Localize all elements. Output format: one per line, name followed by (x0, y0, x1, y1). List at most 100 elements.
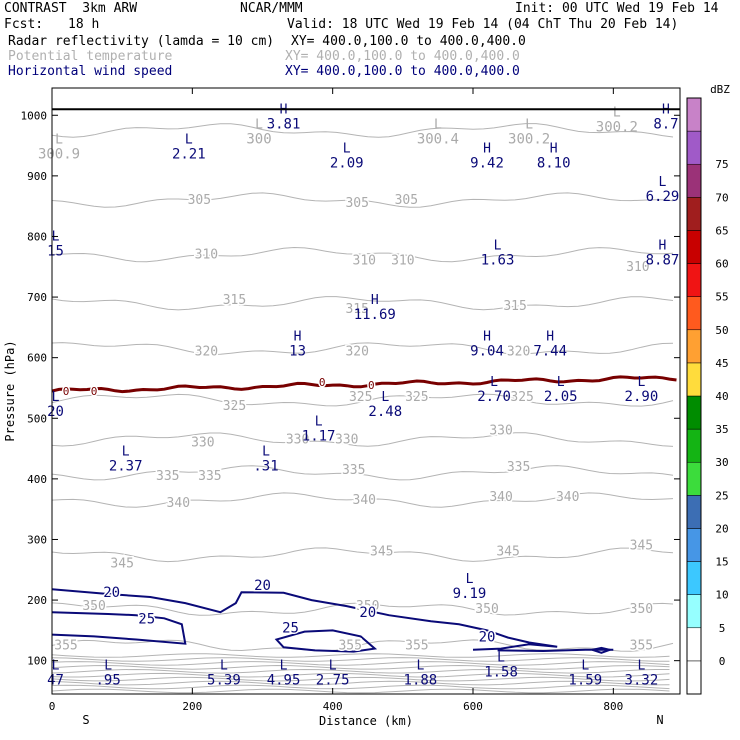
y-tick-label: 900 (27, 170, 47, 183)
colorbar-swatch (686, 428, 702, 463)
y-tick-label: 400 (27, 473, 47, 486)
theta-label: 340 (167, 496, 190, 511)
theta-line-upper (52, 684, 670, 690)
field-reflectivity-xy: XY= 400.0,100.0 to 400.0,400.0 (291, 34, 526, 49)
colorbar-swatch (686, 329, 702, 364)
extremum-value: 11.69 (354, 307, 396, 323)
theta-line-330 (52, 432, 674, 447)
theta-line-310 (52, 246, 674, 263)
extremum-value: 20 (47, 404, 64, 420)
colorbar-swatch (686, 362, 702, 397)
colorbar-swatch (686, 395, 702, 430)
extremum-value: 1.88 (404, 673, 438, 689)
colorbar-swatch (686, 296, 702, 331)
theta-label: 315 (503, 299, 526, 314)
theta-label: 340 (353, 493, 376, 508)
theta-label: 350 (630, 602, 653, 617)
colorbar-label: 75 (715, 158, 728, 171)
y-tick-label: 100 (27, 655, 47, 668)
theta-label: 330 (286, 432, 309, 447)
colorbar-unit: dBZ (710, 83, 730, 96)
theta-line-upper (52, 672, 670, 678)
theta-label: 335 (342, 463, 365, 478)
extremum-symbol: L (55, 133, 63, 148)
theta-line-340 (52, 492, 674, 508)
zero-dbz-label: 0 (91, 385, 98, 398)
extremum-symbol: L (122, 445, 130, 460)
extremum-value: 2.90 (625, 389, 659, 405)
extremum-symbol: H (550, 142, 558, 157)
fcst-value: 18 h (68, 17, 100, 32)
theta-label: 325 (405, 390, 428, 405)
theta-line-325 (52, 393, 674, 407)
y-axis-title: Pressure (hPa) (3, 340, 17, 441)
plot-border (51, 87, 681, 695)
model-title: CONTRAST 3km ARW (4, 1, 138, 16)
field-theta-name: Potential temperature (8, 49, 173, 64)
extremum-symbol: L (581, 659, 589, 674)
colorbar-swatch (686, 627, 702, 662)
valid-time: Valid: 18 UTC Wed 19 Feb 14 (04 ChT Thu … (287, 17, 679, 32)
theta-line-300 (52, 123, 674, 138)
theta-label: 305 (188, 193, 211, 208)
colorbar-label: 30 (715, 456, 728, 469)
org-label: NCAR/MMM (240, 1, 303, 16)
theta-label: 355 (338, 639, 361, 654)
colorbar-label: 0 (719, 655, 726, 668)
theta-line-345 (52, 547, 674, 563)
colorbar-swatch (686, 495, 702, 529)
y-tick-label: 300 (27, 533, 47, 546)
extremum-value: 5.39 (207, 673, 241, 689)
theta-label: 330 (489, 423, 512, 438)
colorbar-label: 50 (715, 324, 728, 337)
extremum-value: 300 (246, 131, 271, 147)
colorbar-border (686, 97, 702, 695)
extremum-symbol: L (557, 375, 565, 390)
wind-label: 20 (479, 629, 496, 645)
theta-label: 335 (198, 469, 221, 484)
theta-label: 305 (395, 193, 418, 208)
theta-contours (52, 123, 674, 694)
field-wind-name: Horizontal wind speed (8, 64, 173, 79)
extremum-symbol: L (494, 239, 502, 254)
wind-label: 20 (359, 605, 376, 621)
theta-line-350 (52, 602, 674, 616)
extremum-symbol: L (490, 375, 498, 390)
x-end-label-south: S (82, 713, 89, 727)
extremum-value: 15 (47, 244, 64, 260)
colorbar-swatch (686, 230, 702, 264)
extremum-symbol: L (52, 230, 60, 245)
extremum-symbol: H (546, 330, 554, 345)
extremum-symbol: L (416, 659, 424, 674)
theta-label: 310 (626, 260, 649, 275)
plot-frame (51, 87, 681, 695)
extremum-value: .95 (95, 673, 120, 689)
extremum-symbol: H (294, 330, 302, 345)
colorbar-label: 60 (715, 258, 728, 271)
theta-label: 355 (630, 639, 653, 654)
extremum-value: 8.7 (653, 116, 678, 132)
theta-label: 315 (345, 302, 368, 317)
wind-contour-line (591, 646, 614, 654)
theta-label: 345 (496, 545, 519, 560)
y-tick-label: 700 (27, 291, 47, 304)
theta-line-upper (52, 661, 670, 666)
extremum-symbol: L (659, 175, 667, 190)
colorbar-label: 35 (715, 423, 728, 436)
theta-line-upper (52, 680, 670, 686)
colorbar-swatch (686, 528, 702, 562)
theta-line-320 (52, 342, 674, 355)
theta-label: 345 (630, 539, 653, 554)
theta-label: 335 (156, 469, 179, 484)
x-axis-title: Distance (km) (319, 714, 413, 728)
colorbar-label: 55 (715, 291, 728, 304)
extremum-symbol: L (185, 133, 193, 148)
extremum-value: 7.44 (533, 344, 567, 360)
extremum-value: 1.17 (302, 428, 336, 444)
zero-dbz-contour (52, 375, 677, 394)
extremum-value: 2.48 (368, 404, 402, 420)
theta-label: 340 (489, 490, 512, 505)
colorbar-label: 25 (715, 489, 728, 502)
